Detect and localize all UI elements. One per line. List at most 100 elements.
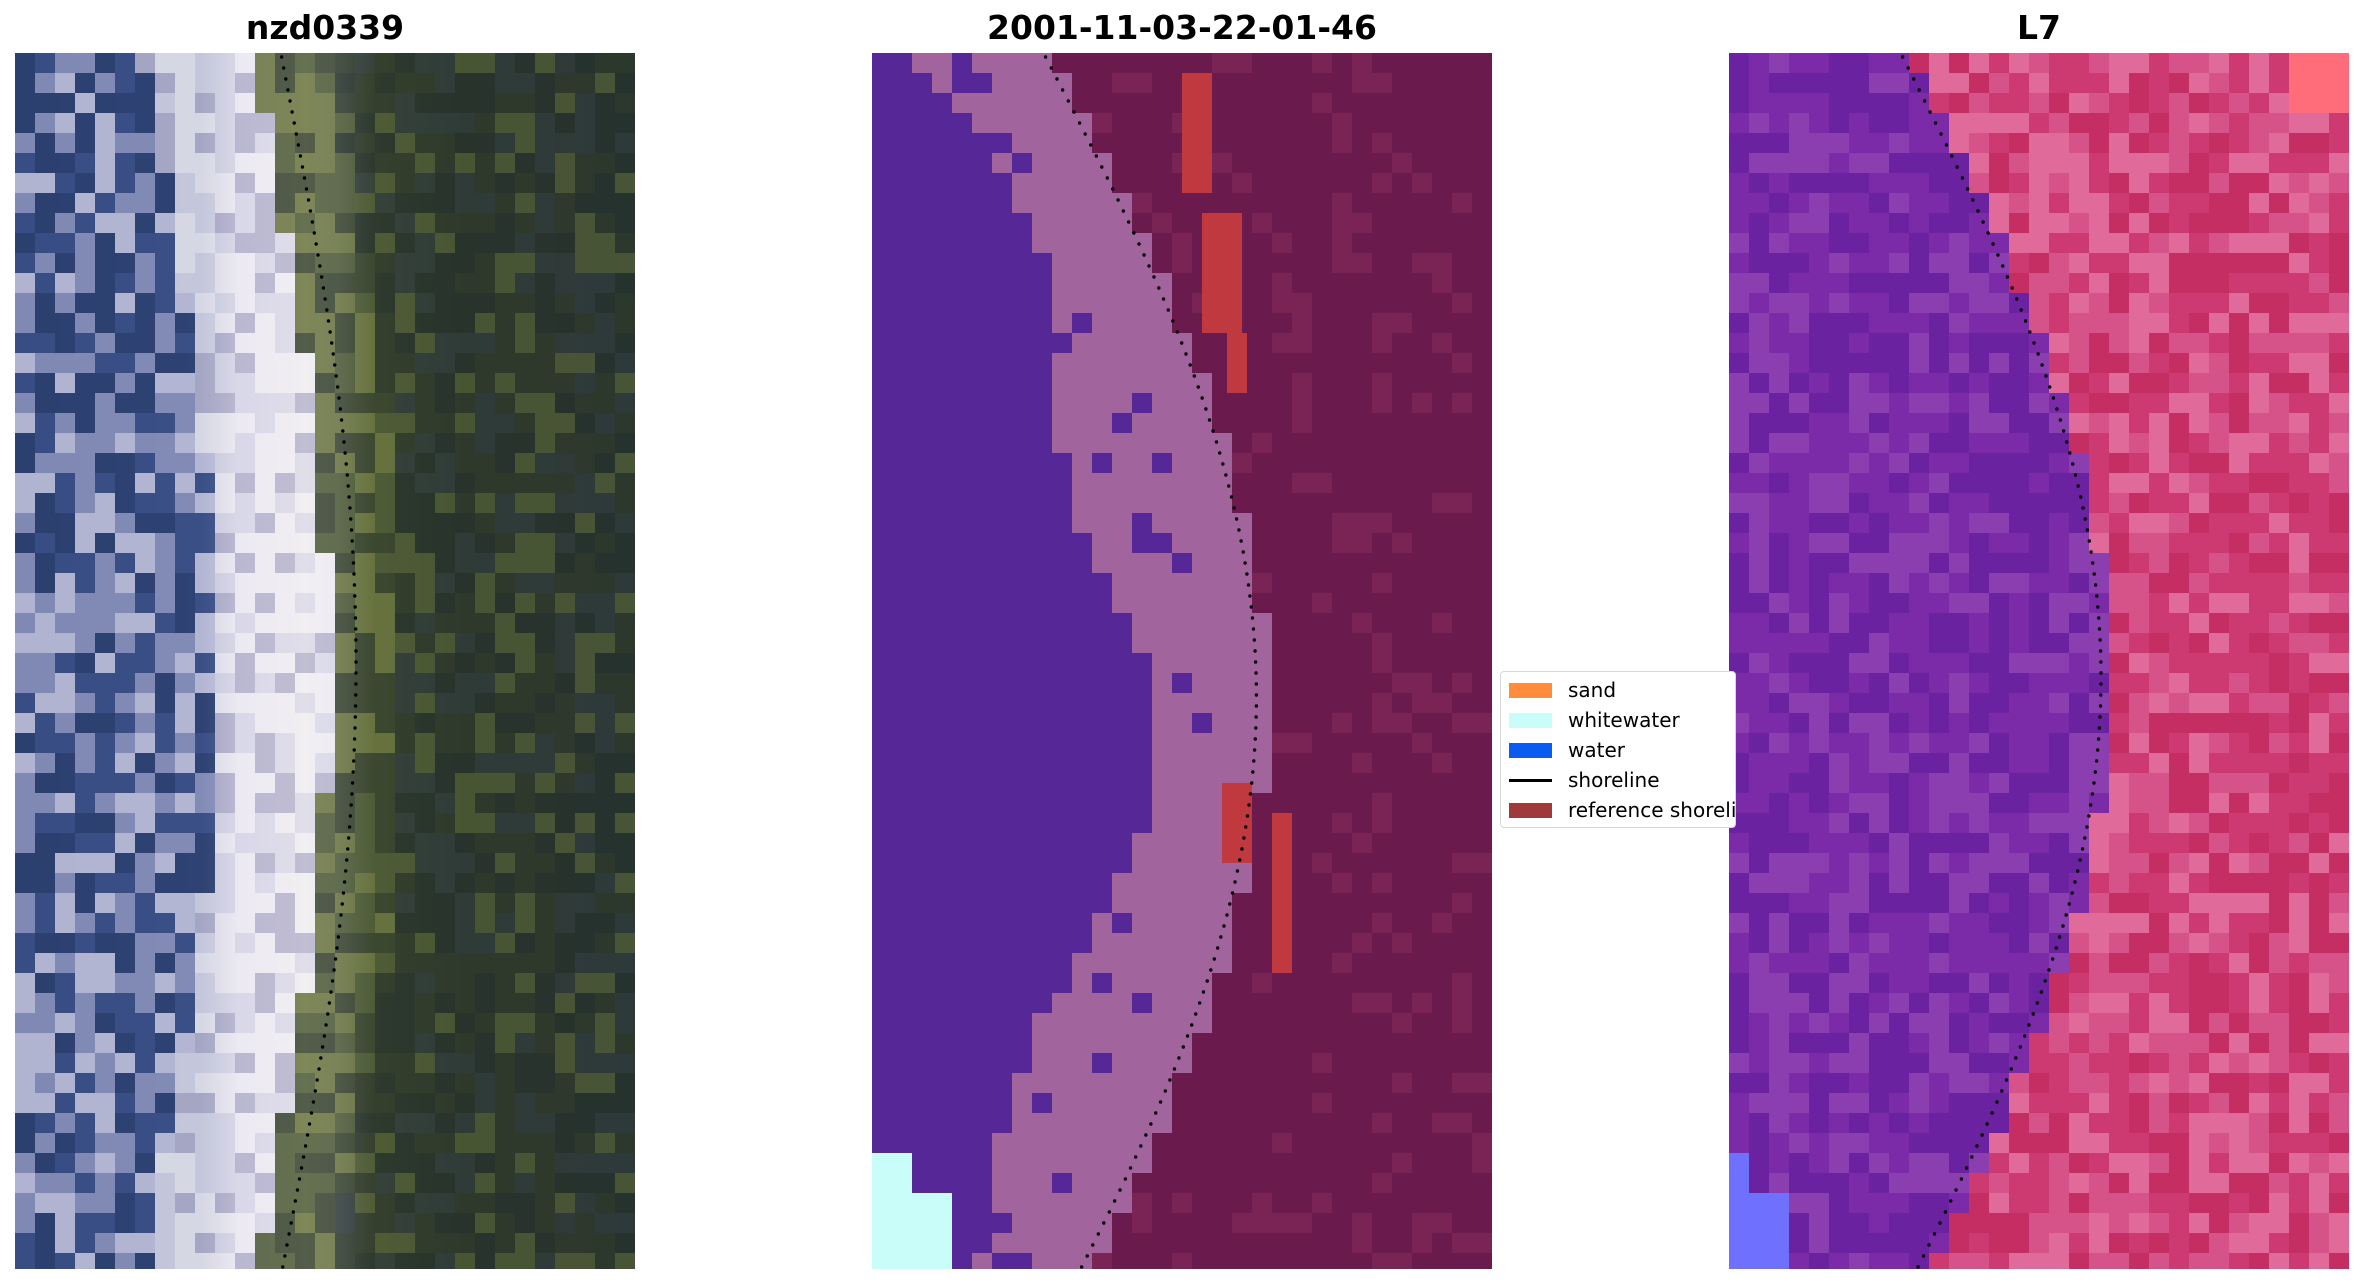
class-pixel — [1352, 713, 1372, 733]
rgb-pixel — [255, 1253, 275, 1269]
rgb-pixel — [395, 373, 415, 393]
class-pixel — [1472, 733, 1492, 753]
rgb-pixel — [75, 273, 95, 293]
rgb-pixel — [195, 233, 215, 253]
rgb-pixel — [15, 1133, 35, 1153]
class-pixel — [1152, 213, 1172, 233]
false-pixel — [1849, 493, 1869, 513]
reference-shoreline-patch — [1182, 73, 1212, 193]
class-pixel — [952, 53, 972, 73]
rgb-pixel — [595, 1053, 615, 1073]
false-pixel — [2029, 633, 2049, 653]
class-pixel — [1112, 633, 1132, 653]
rgb-pixel — [335, 933, 355, 953]
rgb-pixel — [435, 333, 455, 353]
rgb-pixel — [395, 1113, 415, 1133]
rgb-pixel — [535, 193, 555, 213]
class-pixel — [1472, 593, 1492, 613]
class-pixel — [1392, 1073, 1412, 1093]
rgb-pixel — [295, 1093, 315, 1113]
rgb-pixel — [215, 1093, 235, 1113]
rgb-pixel — [435, 273, 455, 293]
rgb-pixel — [335, 1193, 355, 1213]
false-pixel — [2009, 353, 2029, 373]
rgb-pixel — [115, 973, 135, 993]
false-pixel — [1829, 113, 1849, 133]
false-pixel — [1849, 673, 1869, 693]
rgb-pixel — [455, 733, 475, 753]
shoreline-dot — [1197, 1001, 1202, 1005]
false-pixel — [1809, 53, 1829, 73]
rgb-pixel — [175, 193, 195, 213]
false-pixel — [2189, 193, 2209, 213]
class-pixel — [872, 773, 892, 793]
rgb-pixel — [335, 1233, 355, 1253]
class-pixel — [1272, 773, 1292, 793]
class-pixel — [1412, 413, 1432, 433]
shoreline-dot — [331, 352, 335, 356]
shoreline-dot — [1237, 528, 1241, 532]
rgb-pixel — [275, 673, 295, 693]
rgb-pixel — [135, 93, 155, 113]
rgb-pixel — [375, 953, 395, 973]
rgb-pixel — [435, 993, 455, 1013]
class-pixel — [1252, 1113, 1272, 1133]
rgb-pixel — [535, 553, 555, 573]
rgb-pixel — [375, 1073, 395, 1093]
rgb-pixel — [375, 993, 395, 1013]
false-pixel — [2029, 253, 2049, 273]
false-pixel — [2009, 473, 2029, 493]
false-pixel — [2309, 573, 2329, 593]
rgb-pixel — [295, 953, 315, 973]
class-pixel — [1412, 1253, 1432, 1269]
rgb-pixel — [435, 353, 455, 373]
class-pixel — [1112, 973, 1132, 993]
rgb-pixel — [515, 733, 535, 753]
rgb-pixel — [15, 393, 35, 413]
rgb-pixel — [595, 853, 615, 873]
rgb-pixel — [235, 733, 255, 753]
rgb-pixel — [475, 1173, 495, 1193]
false-pixel — [2129, 613, 2149, 633]
shoreline-dot — [1107, 1210, 1111, 1214]
class-pixel — [1292, 373, 1312, 393]
rgb-pixel — [135, 313, 155, 333]
class-pixel — [1352, 313, 1372, 333]
shoreline-dot — [288, 99, 292, 103]
rgb-pixel — [535, 293, 555, 313]
class-pixel — [1472, 273, 1492, 293]
rgb-pixel — [235, 753, 255, 773]
rgb-pixel — [615, 333, 635, 353]
rgb-pixel — [175, 113, 195, 133]
rgb-pixel — [335, 913, 355, 933]
rgb-pixel — [75, 1133, 95, 1153]
false-pixel — [2049, 313, 2069, 333]
class-pixel — [1092, 813, 1112, 833]
class-pixel — [872, 233, 892, 253]
false-pixel — [2109, 293, 2129, 313]
rgb-pixel — [55, 153, 75, 173]
false-pixel — [2009, 193, 2029, 213]
class-pixel — [1192, 1073, 1212, 1093]
false-pixel — [1949, 253, 1969, 273]
rgb-pixel — [555, 373, 575, 393]
false-pixel — [2109, 313, 2129, 333]
rgb-pixel — [155, 293, 175, 313]
rgb-pixel — [275, 1253, 295, 1269]
shoreline-dot — [1222, 924, 1226, 928]
false-pixel — [2209, 493, 2229, 513]
class-pixel — [952, 753, 972, 773]
false-pixel — [1829, 533, 1849, 553]
rgb-pixel — [615, 793, 635, 813]
class-pixel — [1072, 153, 1092, 173]
rgb-pixel — [455, 413, 475, 433]
false-pixel — [1889, 353, 1909, 373]
class-pixel — [992, 453, 1012, 473]
rgb-pixel — [515, 313, 535, 333]
class-pixel — [912, 673, 932, 693]
class-pixel — [1032, 913, 1052, 933]
false-pixel — [2129, 433, 2149, 453]
false-color-panel — [1729, 53, 2349, 1269]
class-pixel — [1172, 413, 1192, 433]
class-pixel — [872, 133, 892, 153]
